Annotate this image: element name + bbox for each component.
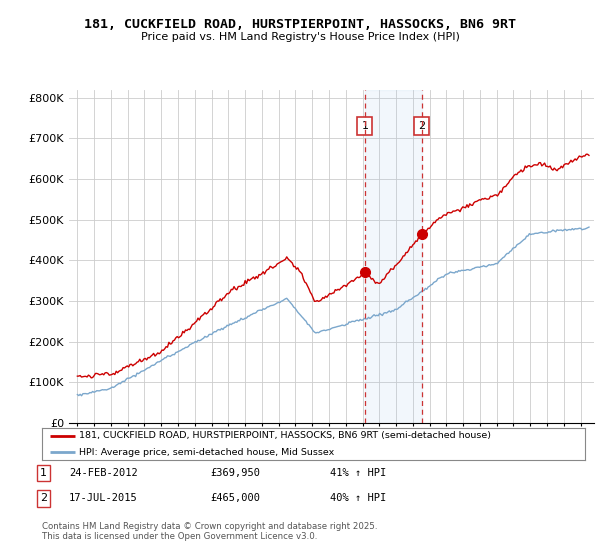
Text: 24-FEB-2012: 24-FEB-2012 [69,468,138,478]
Text: £369,950: £369,950 [210,468,260,478]
Text: 1: 1 [361,121,368,131]
Text: Price paid vs. HM Land Registry's House Price Index (HPI): Price paid vs. HM Land Registry's House … [140,32,460,43]
Text: HPI: Average price, semi-detached house, Mid Sussex: HPI: Average price, semi-detached house,… [79,447,334,457]
Text: Contains HM Land Registry data © Crown copyright and database right 2025.
This d: Contains HM Land Registry data © Crown c… [42,522,377,542]
Text: £465,000: £465,000 [210,493,260,503]
Text: 1: 1 [40,468,47,478]
Text: 2: 2 [40,493,47,503]
Bar [365,90,422,423]
Text: 181, CUCKFIELD ROAD, HURSTPIERPOINT, HASSOCKS, BN6 9RT: 181, CUCKFIELD ROAD, HURSTPIERPOINT, HAS… [84,18,516,31]
Text: 40% ↑ HPI: 40% ↑ HPI [330,493,386,503]
Text: 17-JUL-2015: 17-JUL-2015 [69,493,138,503]
Text: 181, CUCKFIELD ROAD, HURSTPIERPOINT, HASSOCKS, BN6 9RT (semi-detached house): 181, CUCKFIELD ROAD, HURSTPIERPOINT, HAS… [79,431,491,441]
Text: 2: 2 [418,121,425,131]
Text: 41% ↑ HPI: 41% ↑ HPI [330,468,386,478]
